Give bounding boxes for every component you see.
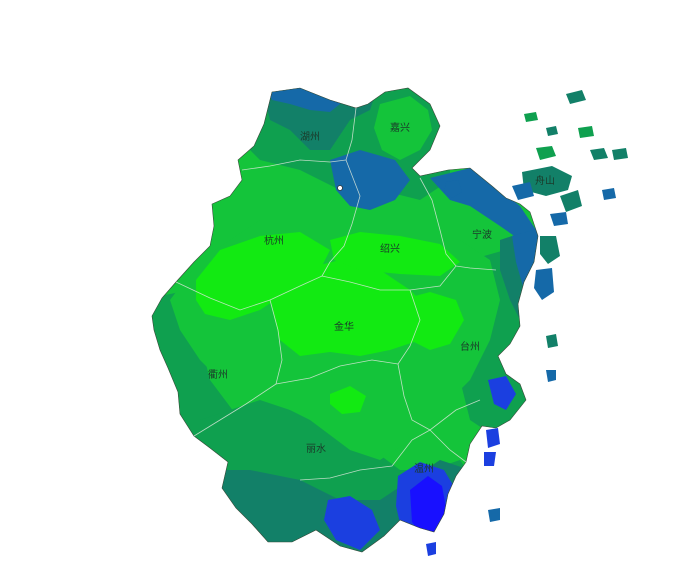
island-zhoushan-12	[546, 126, 558, 136]
label-wenzhou: 温州	[414, 463, 434, 475]
island-south-1	[486, 428, 500, 448]
label-zhoushan: 舟山	[535, 174, 555, 187]
mainland	[140, 80, 560, 560]
island-zhoushan-2	[512, 182, 534, 200]
label-hangzhou: 杭州	[264, 234, 284, 247]
city-marker	[338, 186, 343, 191]
label-huzhou: 湖州	[300, 131, 320, 143]
label-jiaxing: 嘉兴	[390, 121, 410, 134]
island-east-3	[546, 334, 558, 348]
island-zhoushan-3	[536, 146, 556, 160]
island-east-1	[540, 236, 560, 264]
label-taizhou: 台州	[460, 340, 480, 353]
label-jinhua: 金华	[334, 320, 354, 333]
label-lishui: 丽水	[306, 443, 326, 455]
island-zhoushan-10	[612, 148, 628, 160]
island-zhoushan-11	[524, 112, 538, 122]
label-quzhou: 衢州	[208, 369, 228, 381]
island-zhoushan-5	[550, 212, 568, 226]
island-east-2	[534, 268, 554, 300]
island-south-4	[426, 542, 436, 556]
island-zhoushan-9	[602, 188, 616, 200]
island-zhoushan-6	[590, 148, 608, 160]
label-ningbo: 宁波	[472, 228, 492, 241]
island-south-3	[488, 508, 500, 522]
island-zhoushan-8	[566, 90, 586, 104]
island-zhoushan-4	[560, 190, 582, 212]
island-zhoushan-7	[578, 126, 594, 138]
island-east-4	[546, 370, 556, 382]
island-south-2	[484, 452, 496, 466]
label-shaoxing: 绍兴	[380, 242, 400, 255]
